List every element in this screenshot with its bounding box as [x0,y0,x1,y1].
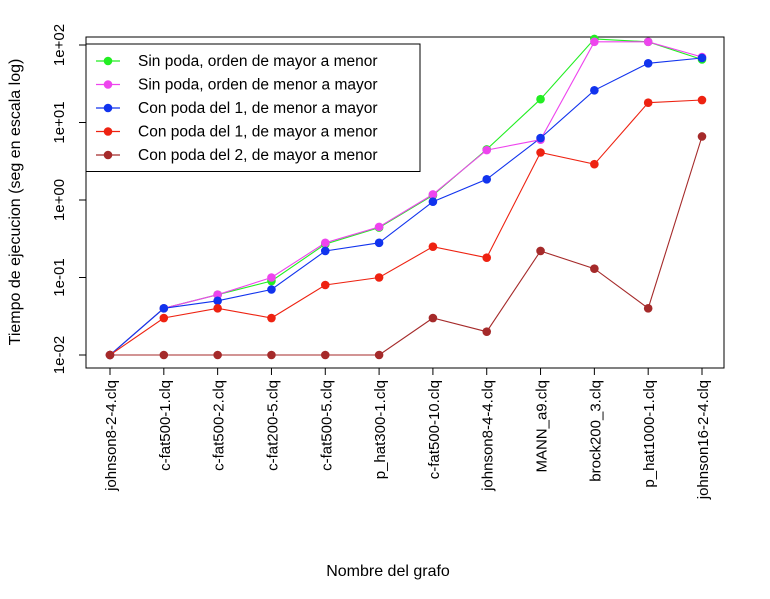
series-line [109,57,703,356]
data-point [428,190,438,199]
legend: Sin poda, orden de mayor a menor Sin poda… [85,43,421,172]
series-points [105,34,707,360]
data-point [213,304,222,313]
data-point [428,197,438,207]
data-point [159,313,169,323]
legend-entry: Con poda del 1, de mayor a menor [138,124,378,141]
x-tick-label: c-fat500-2.clq [211,380,228,471]
data-point [536,94,545,104]
legend-swatch-point [103,56,113,66]
series-line [109,41,703,356]
x-tick-label: p_hat1000-1.clq [641,380,658,488]
data-point [374,222,384,232]
data-point [374,238,384,248]
y-tick-label: 1e-02 [51,336,68,374]
data-point [267,313,276,323]
series-line [110,136,703,356]
legend-entry: Con poda del 1, de menor a mayor [138,100,378,117]
legend-box [85,43,421,172]
data-point [536,148,545,157]
x-tick-label: p_hat300-1.clq [372,380,389,479]
x-tick-label: MANN_a9.clq [534,380,551,473]
y-axis: 1e-02 1e-01 1e+00 1e+01 1e+02 [51,24,86,374]
data-point [643,98,653,108]
data-point [374,273,384,282]
data-point [536,133,545,143]
y-tick-label: 1e+00 [51,179,68,221]
data-point [320,246,330,256]
legend-swatch-point [103,127,113,136]
y-tick-label: 1e+02 [51,24,68,66]
data-point [267,350,276,360]
data-point [590,86,599,95]
x-tick-label: c-fat200-5.clq [264,380,281,471]
y-tick-label: 1e-01 [51,258,68,296]
data-point [159,304,169,313]
x-tick-label: c-fat500-10.clq [426,380,443,479]
data-point [590,37,599,47]
data-point [428,242,438,251]
x-tick-label: johnson16-2-4.clq [695,380,712,500]
data-point [590,159,599,169]
data-point [105,350,115,360]
data-point [213,350,222,360]
legend-swatch-point [103,150,113,160]
legend-swatch-point [103,80,113,89]
x-tick-label: c-fat500-5.clq [318,380,335,471]
data-point [320,350,330,360]
data-point [267,273,276,282]
data-point [320,238,330,248]
data-point [482,327,492,336]
data-point [643,59,653,68]
series-line [109,99,703,356]
x-tick-label: c-fat500-1.clq [157,380,174,471]
data-point [536,246,545,256]
legend-swatch-point [103,103,113,113]
data-point [697,53,707,63]
data-point [267,285,276,294]
data-point [159,350,169,360]
x-tick-label: johnson8-4-4.clq [480,380,497,492]
series-lines [109,38,703,356]
x-axis-label: Nombre del grafo [326,563,450,580]
data-point [213,290,222,299]
data-point [643,37,653,47]
legend-entry: Sin poda, orden de mayor a menor [138,53,378,70]
data-point [428,313,438,323]
legend-entry: Sin poda, orden de menor a mayor [138,77,378,94]
data-point [590,264,599,273]
data-point [482,145,492,155]
data-point [697,95,707,105]
data-point [213,296,222,306]
data-point [697,132,707,141]
data-point [482,174,492,184]
y-axis-label: Tiempo de ejecucion (seg en escala log) [7,59,24,346]
data-point [643,304,653,313]
plot-frame [85,36,725,369]
data-point [320,280,330,290]
data-point [374,350,384,360]
x-axis: johnson8-2-4.clq c-fat500-1.clq c-fat500-2… [103,368,712,500]
x-tick-label: brock200_3.clq [587,380,604,482]
legend-entry: Con poda del 2, de mayor a menor [138,147,378,164]
x-tick-label: johnson8-2-4.clq [103,380,120,492]
y-tick-label: 1e+01 [51,101,68,143]
data-point [482,253,492,263]
